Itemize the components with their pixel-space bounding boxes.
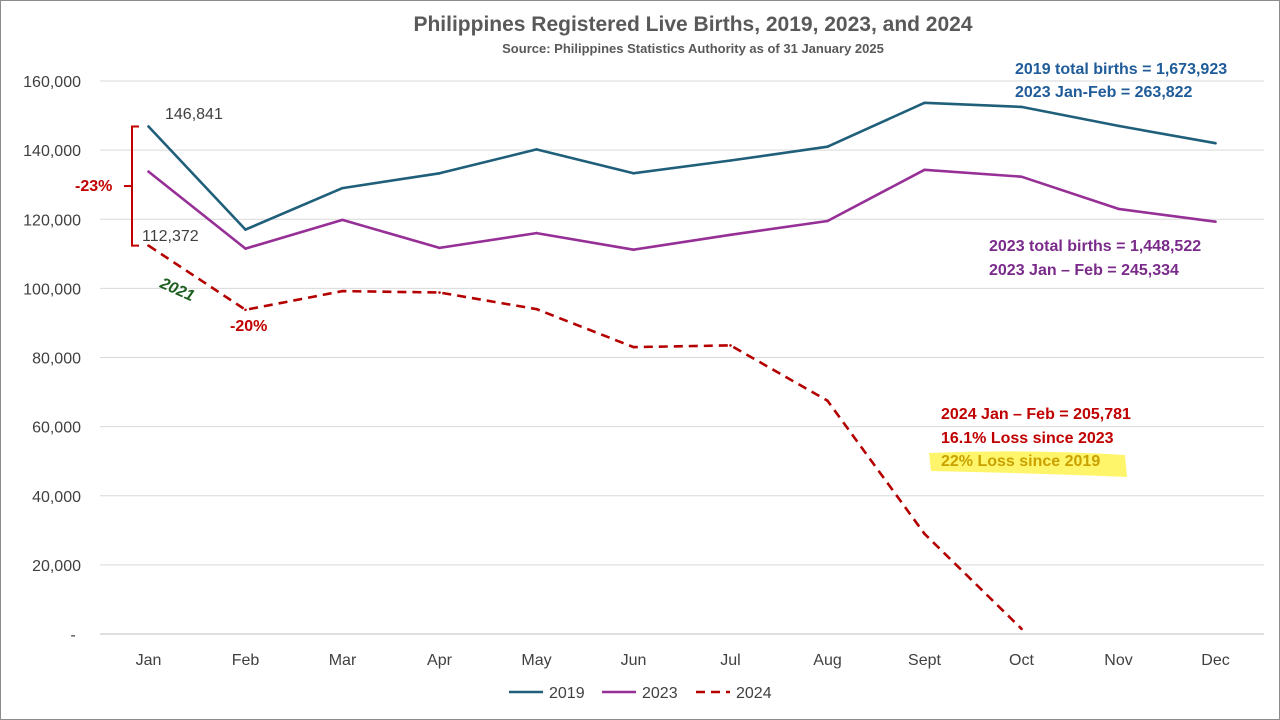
x-tick-label: Mar bbox=[329, 652, 357, 669]
axes: - 20,000 40,000 60,000 80,000 100,000 120,000 1… bbox=[23, 74, 1230, 669]
data-point-2024 bbox=[632, 345, 635, 349]
legend: 2019 2023 2024 bbox=[509, 685, 772, 702]
chart-title: Philippines Registered Live Births, 2019… bbox=[413, 13, 972, 36]
data-point-2023 bbox=[1214, 220, 1217, 223]
data-point-2019 bbox=[341, 186, 344, 190]
y-tick-label: 100,000 bbox=[23, 281, 81, 298]
data-point-2024 bbox=[1020, 627, 1023, 631]
data-point-2023 bbox=[438, 246, 441, 250]
x-tick-label: Sept bbox=[908, 652, 941, 669]
data-point-2019 bbox=[438, 171, 441, 175]
data-point-2024 bbox=[244, 308, 247, 312]
series-line-2023 bbox=[147, 168, 1216, 251]
y-tick-label: - bbox=[70, 627, 75, 644]
data-point-2023 bbox=[147, 170, 150, 173]
x-tick-label: Nov bbox=[1104, 652, 1132, 669]
legend-label-2019: 2019 bbox=[549, 685, 585, 702]
value-label-2024-jan: 112,372 bbox=[142, 228, 199, 245]
data-point-2023 bbox=[341, 218, 344, 222]
data-point-2023 bbox=[1020, 175, 1023, 179]
series-lines bbox=[147, 101, 1217, 631]
summary-2024-line1: 2024 Jan – Feb = 205,781 bbox=[941, 406, 1131, 423]
data-point-2024 bbox=[826, 399, 829, 403]
x-tick-label: Jul bbox=[720, 652, 740, 669]
y-tick-label: 80,000 bbox=[32, 351, 81, 368]
bracket-line bbox=[131, 125, 139, 247]
data-point-2023 bbox=[1117, 207, 1120, 211]
data-point-2024 bbox=[923, 532, 926, 536]
change-label-feb: -20% bbox=[230, 318, 267, 335]
data-point-2024 bbox=[341, 289, 344, 293]
y-tick-label: 60,000 bbox=[32, 420, 81, 437]
x-tick-label: Feb bbox=[232, 652, 260, 669]
legend-label-2024: 2024 bbox=[736, 685, 772, 702]
legend-label-2023: 2023 bbox=[642, 685, 678, 702]
data-point-2024 bbox=[535, 307, 538, 311]
data-point-2019 bbox=[1117, 124, 1120, 128]
summary-2023-line2: 2023 Jan – Feb = 245,334 bbox=[989, 262, 1179, 279]
y-tick-label: 40,000 bbox=[32, 489, 81, 506]
data-point-2023 bbox=[826, 219, 829, 223]
data-point-2019 bbox=[729, 159, 732, 162]
y-tick-label: 160,000 bbox=[23, 74, 81, 91]
data-point-2024 bbox=[438, 291, 441, 294]
data-point-2023 bbox=[923, 168, 926, 172]
summary-2024-line3: 22% Loss since 2019 bbox=[941, 453, 1100, 470]
series-line-2019 bbox=[147, 101, 1216, 231]
data-point-2019 bbox=[535, 148, 538, 151]
data-point-2019 bbox=[632, 171, 635, 175]
change-label-jan: -23% bbox=[75, 178, 112, 195]
highlight-marker bbox=[929, 451, 1127, 477]
data-point-2023 bbox=[729, 233, 732, 237]
value-label-2019-jan: 146,841 bbox=[165, 106, 223, 123]
year-2021-label: 2021 bbox=[156, 275, 196, 305]
data-point-2019 bbox=[1214, 141, 1217, 145]
data-point-2019 bbox=[244, 228, 247, 231]
x-tick-label: Jun bbox=[621, 652, 647, 669]
x-tick-label: Aug bbox=[813, 652, 841, 669]
x-tick-label: Dec bbox=[1201, 652, 1229, 669]
x-tick-label: May bbox=[521, 652, 551, 669]
data-point-2019 bbox=[826, 145, 829, 148]
data-point-2023 bbox=[632, 248, 635, 251]
x-tick-label: Apr bbox=[427, 652, 453, 669]
series-line-2024 bbox=[147, 244, 1023, 630]
data-point-2019 bbox=[1020, 105, 1023, 109]
y-tick-label: 120,000 bbox=[23, 212, 81, 229]
x-tick-label: Oct bbox=[1009, 652, 1034, 669]
chart-subtitle: Source: Philippines Statistics Authority… bbox=[502, 41, 884, 56]
data-point-2024 bbox=[147, 244, 150, 247]
data-point-2024 bbox=[729, 344, 732, 347]
data-point-2019 bbox=[147, 125, 150, 128]
x-tick-label: Jan bbox=[136, 652, 162, 669]
data-point-2023 bbox=[535, 231, 538, 235]
summary-2024-line2: 16.1% Loss since 2023 bbox=[941, 430, 1114, 447]
gridlines bbox=[100, 80, 1264, 635]
data-point-2023 bbox=[244, 247, 247, 250]
data-point-2019 bbox=[923, 101, 926, 105]
summary-2019-line2: 2023 Jan-Feb = 263,822 bbox=[1015, 84, 1193, 101]
y-tick-label: 20,000 bbox=[32, 558, 81, 575]
annotations: 146,841 112,372 -23% -20% 2021 2019 total bir… bbox=[75, 61, 1227, 477]
summary-2019-line1: 2019 total births = 1,673,923 bbox=[1015, 61, 1227, 78]
y-tick-label: 140,000 bbox=[23, 143, 81, 160]
change-bracket bbox=[124, 125, 139, 247]
summary-2023-line1: 2023 total births = 1,448,522 bbox=[989, 238, 1201, 255]
